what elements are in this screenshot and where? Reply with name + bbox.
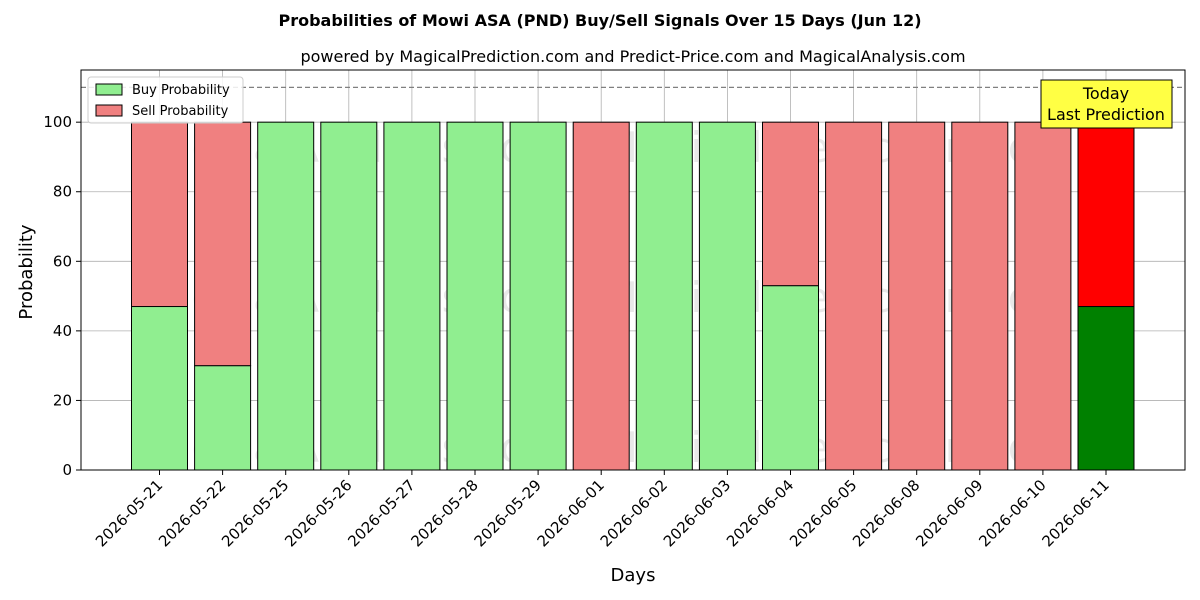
bar-sell <box>888 121 946 471</box>
bar-buy <box>635 121 693 471</box>
y-tick-label: 80 <box>53 183 72 201</box>
x-tick-label: 2026-05-22 <box>155 476 229 550</box>
legend-swatch-buy <box>95 83 123 96</box>
y-tick-label: 40 <box>53 322 72 340</box>
annotation-box <box>1040 79 1173 129</box>
x-tick-label: 2026-05-21 <box>92 476 166 550</box>
x-axis-label: Days <box>611 565 656 586</box>
legend: Buy Probability Sell Probability <box>87 76 244 124</box>
x-tick-label: 2026-05-27 <box>344 476 418 550</box>
bar-sell <box>951 121 1009 471</box>
bar-sell <box>825 121 883 471</box>
x-tick-label: 2026-06-08 <box>849 476 923 550</box>
x-tick-label: 2026-05-26 <box>281 476 355 550</box>
bar-sell <box>1014 121 1072 471</box>
bars <box>131 121 1135 471</box>
bar-buy <box>446 121 504 471</box>
bar-buy <box>257 121 315 471</box>
x-tick-label: 2026-06-02 <box>597 476 671 550</box>
y-axis-label: Probability <box>16 224 37 319</box>
bar-buy <box>320 121 378 471</box>
bar-sell <box>1077 121 1135 308</box>
bar-sell <box>762 121 819 287</box>
legend-label-buy: Buy Probability <box>132 83 230 98</box>
x-tick-label: 2026-06-01 <box>534 476 608 550</box>
today-annotation: Today Last Prediction <box>1040 79 1173 129</box>
plot-frame <box>80 69 1186 471</box>
x-tick-label: 2026-06-03 <box>660 476 734 550</box>
x-tick-label: 2026-05-29 <box>471 476 545 550</box>
legend-label-sell: Sell Probability <box>132 104 229 119</box>
x-tick-label: 2026-05-28 <box>407 476 481 550</box>
x-tick-label: 2026-06-05 <box>786 476 860 550</box>
bar-sell <box>572 121 630 471</box>
y-tick-label: 20 <box>53 391 72 409</box>
x-tick-label: 2026-06-04 <box>723 476 797 550</box>
chart-title: Probabilities of Mowi ASA (PND) Buy/Sell… <box>278 11 921 30</box>
x-tick-label: 2026-06-09 <box>912 476 986 550</box>
y-tick-label: 60 <box>53 252 72 270</box>
bar-buy <box>509 121 567 471</box>
annotation-line-2: Last Prediction <box>1047 105 1165 124</box>
bar-buy <box>194 365 252 471</box>
bar-buy <box>1077 306 1135 471</box>
x-axis: 2026-05-212026-05-222026-05-252026-05-26… <box>92 470 1113 550</box>
x-tick-label: 2026-06-11 <box>1038 476 1112 550</box>
bar-buy <box>698 121 756 471</box>
bar-buy <box>131 306 188 471</box>
y-axis: 0 20 40 60 80 100 <box>43 113 81 479</box>
legend-box <box>87 76 244 124</box>
y-tick-label: 100 <box>43 113 72 131</box>
bar-sell <box>131 121 188 308</box>
annotation-line-1: Today <box>1082 84 1129 103</box>
y-tick-label: 0 <box>62 461 72 479</box>
chart-subtitle: powered by MagicalPrediction.com and Pre… <box>300 47 965 66</box>
legend-swatch-sell <box>95 104 123 117</box>
x-tick-label: 2026-05-25 <box>218 476 292 550</box>
x-tick-label: 2026-06-10 <box>975 476 1049 550</box>
bar-buy <box>383 121 441 471</box>
bar-sell <box>194 121 252 367</box>
bar-buy <box>762 285 819 471</box>
